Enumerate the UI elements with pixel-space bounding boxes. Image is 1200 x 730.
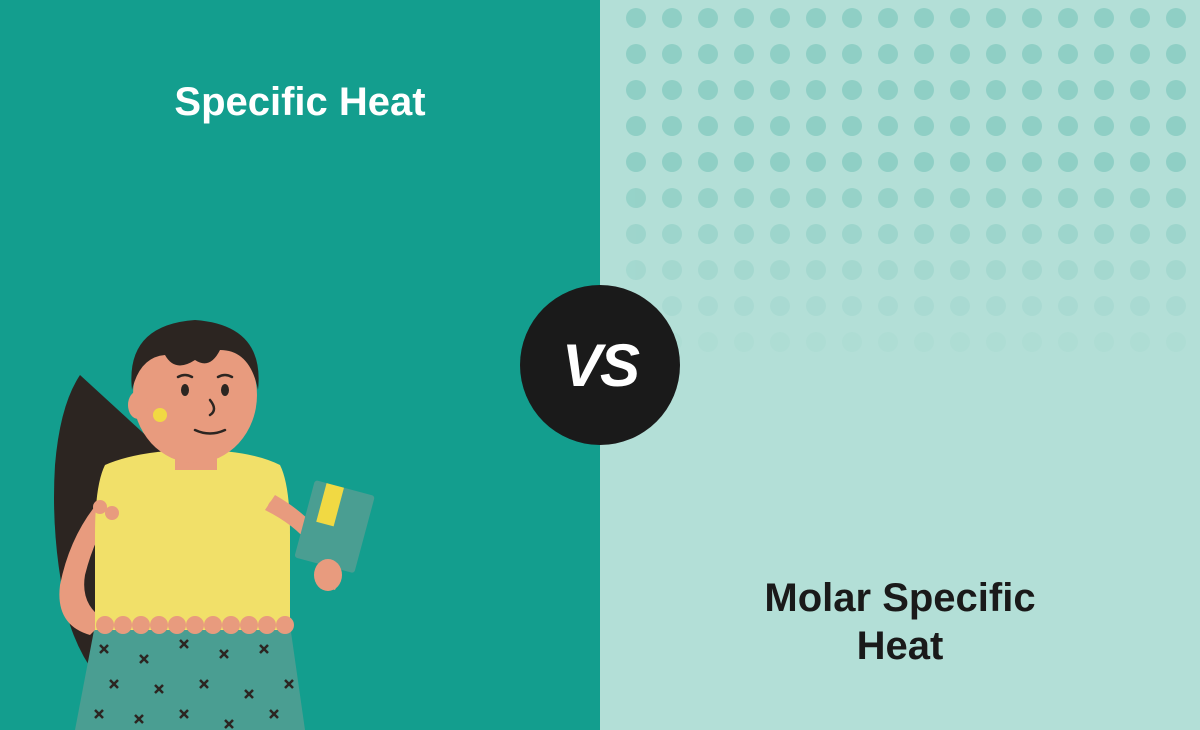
right-panel: Molar Specific Heat xyxy=(600,0,1200,730)
comparison-infographic: Specific Heat xyxy=(0,0,1200,730)
vs-badge: VS xyxy=(520,285,680,445)
vs-text: VS xyxy=(562,331,638,400)
person-illustration xyxy=(0,285,430,730)
dot-pattern-decoration xyxy=(600,0,1200,438)
left-title: Specific Heat xyxy=(174,80,425,125)
right-title-line-2: Heat xyxy=(857,624,944,668)
right-title-line-1: Molar Specific xyxy=(764,576,1035,620)
left-panel: Specific Heat xyxy=(0,0,600,730)
right-title: Molar Specific Heat xyxy=(764,574,1035,670)
